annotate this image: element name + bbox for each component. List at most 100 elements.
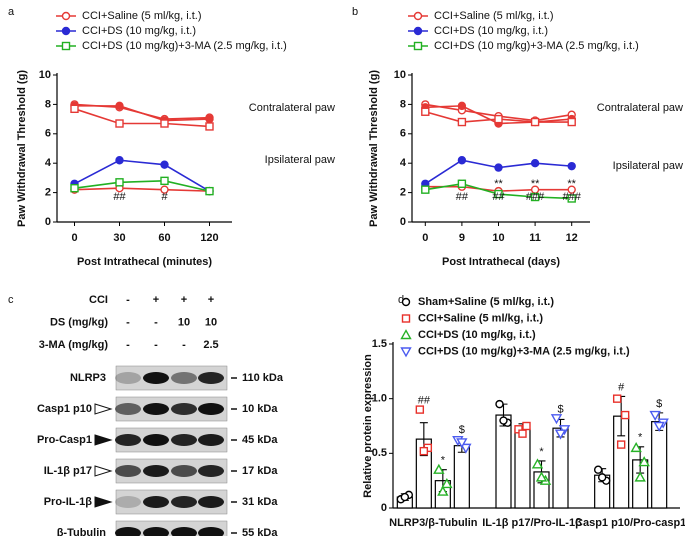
panel-label: d bbox=[398, 294, 404, 306]
legend-marker bbox=[61, 41, 71, 51]
blot-band bbox=[143, 434, 169, 446]
y-tick-label: 2 bbox=[400, 187, 406, 199]
band-size: 31 kDa bbox=[242, 496, 278, 508]
blot-band bbox=[115, 403, 141, 415]
y-tick-label: 2 bbox=[45, 187, 51, 199]
x-tick-label: 0 bbox=[422, 232, 428, 244]
data-point bbox=[649, 410, 661, 421]
blot-band bbox=[198, 372, 224, 384]
band-arrow bbox=[94, 465, 113, 477]
panel-label: a bbox=[8, 6, 15, 18]
blot-band bbox=[198, 403, 224, 415]
band-size: 110 kDa bbox=[242, 372, 284, 384]
point bbox=[205, 122, 214, 131]
legend-marker bbox=[400, 329, 412, 340]
band-label: Casp1 p10 bbox=[37, 403, 92, 415]
significance: ** bbox=[531, 178, 540, 190]
legend-marker bbox=[401, 297, 411, 307]
point bbox=[567, 117, 576, 127]
y-axis-label: Paw Withdrawal Threshold (g) bbox=[16, 70, 28, 227]
blot-band bbox=[143, 465, 169, 477]
band-label: NLRP3 bbox=[70, 372, 106, 384]
point bbox=[421, 107, 430, 116]
band-size: 45 kDa bbox=[242, 434, 278, 446]
treatment-level: - bbox=[154, 316, 158, 328]
blot-band bbox=[171, 496, 197, 508]
point bbox=[457, 101, 467, 111]
significance: * bbox=[441, 455, 446, 467]
y-tick-label: 1.0 bbox=[372, 393, 387, 405]
blot-band bbox=[171, 434, 197, 446]
data-point bbox=[437, 485, 449, 496]
data-point bbox=[400, 492, 410, 502]
y-tick-label: 10 bbox=[394, 69, 406, 81]
blot-band bbox=[115, 527, 141, 536]
legend-marker bbox=[61, 11, 71, 21]
point bbox=[160, 185, 169, 194]
legend-label: CCI+DS (10 mg/kg)+3-MA (2.5 mg/kg, i.t.) bbox=[434, 40, 639, 52]
data-point bbox=[554, 429, 567, 440]
treatment-label: CCI bbox=[89, 294, 108, 306]
y-tick-label: 4 bbox=[45, 157, 52, 169]
point bbox=[530, 192, 540, 202]
significance: ## bbox=[418, 395, 431, 407]
y-tick-label: 0 bbox=[400, 216, 406, 228]
x-tick-label: NLRP3/β-Tubulin bbox=[389, 517, 478, 529]
panel-label: b bbox=[352, 6, 358, 18]
point bbox=[115, 178, 124, 187]
data-point bbox=[620, 410, 630, 420]
data-point bbox=[531, 458, 544, 469]
data-point bbox=[612, 394, 622, 403]
point bbox=[160, 176, 169, 186]
data-point bbox=[456, 438, 468, 449]
point bbox=[457, 156, 467, 165]
data-point bbox=[518, 429, 527, 438]
data-point bbox=[535, 471, 548, 482]
band-arrow bbox=[94, 496, 113, 508]
point bbox=[421, 185, 430, 194]
significance: # bbox=[161, 191, 168, 203]
legend-marker bbox=[401, 314, 411, 323]
x-tick-label: 9 bbox=[459, 232, 465, 244]
ipsilateral-line bbox=[74, 187, 210, 192]
significance: # bbox=[618, 381, 625, 393]
x-axis-label: Post Intrathecal (days) bbox=[442, 256, 560, 268]
annotation: Contralateral paw bbox=[597, 102, 683, 114]
point bbox=[494, 189, 503, 199]
blot-band bbox=[143, 527, 169, 536]
band-label: Pro-IL-1β bbox=[44, 496, 93, 508]
legend-marker bbox=[413, 11, 423, 21]
treatment-level: - bbox=[126, 316, 130, 328]
point bbox=[567, 185, 576, 194]
blot-band bbox=[115, 434, 141, 446]
data-point bbox=[634, 471, 646, 482]
x-tick-label: 30 bbox=[113, 232, 125, 244]
y-tick-label: 0 bbox=[381, 502, 387, 514]
treatment-level: 2.5 bbox=[203, 339, 218, 351]
blot-band bbox=[171, 465, 197, 477]
x-tick-label: 12 bbox=[566, 232, 578, 244]
point bbox=[457, 117, 467, 127]
x-tick-label: 11 bbox=[529, 232, 541, 244]
significance: * bbox=[638, 432, 643, 444]
y-tick-label: 6 bbox=[400, 128, 406, 140]
treatment-level: 10 bbox=[205, 316, 217, 328]
legend-label: CCI+Saline (5 ml/kg, i.t.) bbox=[82, 10, 202, 22]
treatment-level: + bbox=[208, 294, 214, 306]
treatment-label: DS (mg/kg) bbox=[50, 316, 108, 328]
data-point bbox=[460, 443, 472, 454]
x-tick-label: Casp1 p10/Pro-casp1 bbox=[575, 517, 685, 529]
point bbox=[115, 156, 124, 165]
data-point bbox=[433, 463, 445, 474]
point bbox=[530, 117, 540, 127]
significance: ## bbox=[113, 191, 126, 203]
significance: ## bbox=[492, 191, 505, 203]
point bbox=[115, 119, 124, 128]
significance: ### bbox=[526, 191, 545, 203]
blot-band bbox=[115, 372, 141, 384]
legend-marker bbox=[413, 26, 423, 36]
data-point bbox=[593, 465, 603, 474]
y-axis-label: Paw Withdrawal Threshold (g) bbox=[368, 70, 380, 227]
